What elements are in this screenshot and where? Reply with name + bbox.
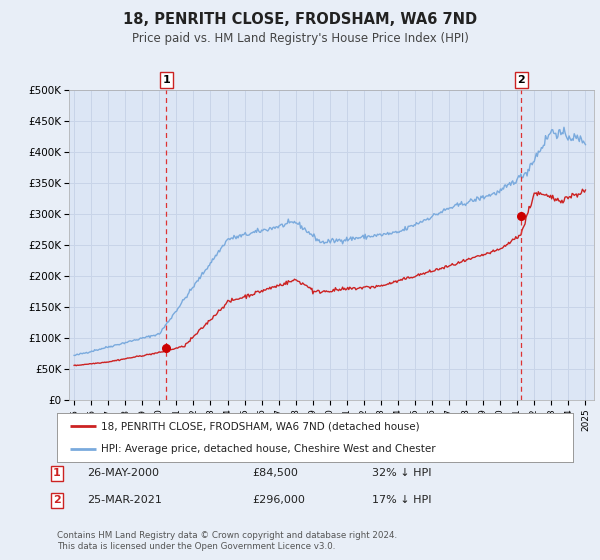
Text: 17% ↓ HPI: 17% ↓ HPI xyxy=(372,495,431,505)
Text: 32% ↓ HPI: 32% ↓ HPI xyxy=(372,468,431,478)
Text: 1: 1 xyxy=(162,75,170,85)
Text: £296,000: £296,000 xyxy=(252,495,305,505)
Text: 2: 2 xyxy=(517,75,525,85)
Text: 26-MAY-2000: 26-MAY-2000 xyxy=(87,468,159,478)
Text: Price paid vs. HM Land Registry's House Price Index (HPI): Price paid vs. HM Land Registry's House … xyxy=(131,32,469,45)
Text: 1: 1 xyxy=(53,468,61,478)
Text: This data is licensed under the Open Government Licence v3.0.: This data is licensed under the Open Gov… xyxy=(57,542,335,551)
Text: Contains HM Land Registry data © Crown copyright and database right 2024.: Contains HM Land Registry data © Crown c… xyxy=(57,531,397,540)
Text: 18, PENRITH CLOSE, FRODSHAM, WA6 7ND (detached house): 18, PENRITH CLOSE, FRODSHAM, WA6 7ND (de… xyxy=(101,421,419,431)
Text: 25-MAR-2021: 25-MAR-2021 xyxy=(87,495,162,505)
Text: 18, PENRITH CLOSE, FRODSHAM, WA6 7ND: 18, PENRITH CLOSE, FRODSHAM, WA6 7ND xyxy=(123,12,477,27)
Text: HPI: Average price, detached house, Cheshire West and Chester: HPI: Average price, detached house, Ches… xyxy=(101,444,436,454)
Text: 2: 2 xyxy=(53,495,61,505)
Text: £84,500: £84,500 xyxy=(252,468,298,478)
